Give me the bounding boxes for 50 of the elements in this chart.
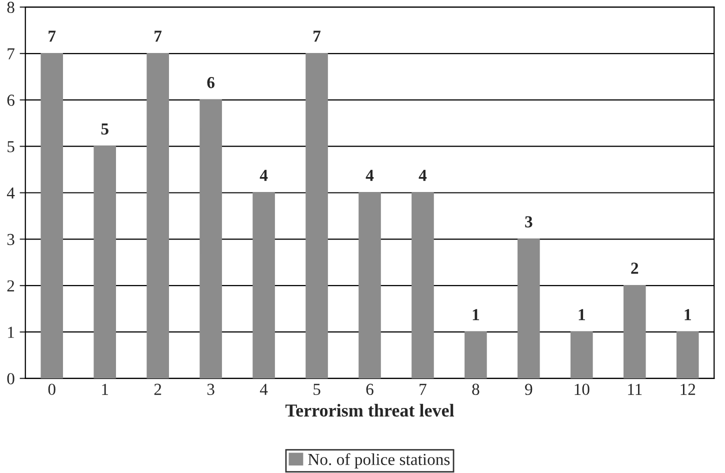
data-label: 7 <box>154 30 162 42</box>
bar <box>252 192 275 378</box>
data-label: 4 <box>418 170 427 181</box>
x-tick-label: 3 <box>207 384 214 395</box>
bar <box>412 192 434 378</box>
bar <box>518 238 540 378</box>
x-axis-title: Terrorism threat level <box>285 404 454 417</box>
y-tick-label: 8 <box>7 2 14 14</box>
y-tick-label: 5 <box>8 141 14 152</box>
bar <box>358 192 381 378</box>
data-label: 6 <box>207 77 214 88</box>
legend-label: No. of police stations <box>308 453 450 468</box>
y-tick-label: 0 <box>7 373 14 384</box>
bar <box>306 52 328 378</box>
x-tick-label: 8 <box>472 384 480 395</box>
x-tick-label: 11 <box>628 384 642 395</box>
x-tick-label: 7 <box>420 384 426 395</box>
y-tick-label: 3 <box>7 234 14 246</box>
bar <box>676 331 699 378</box>
y-tick-label: 1 <box>8 326 14 338</box>
data-label: 2 <box>631 262 638 274</box>
data-label: 4 <box>366 170 374 181</box>
x-tick-label: 4 <box>260 384 268 395</box>
y-tick-label: 4 <box>6 188 15 199</box>
x-tick-label: 1 <box>102 384 108 395</box>
bar <box>570 331 593 378</box>
x-tick-label: 5 <box>314 384 320 395</box>
data-label: 7 <box>48 30 56 42</box>
y-tick-label: 6 <box>7 94 14 106</box>
data-label: 1 <box>684 309 691 320</box>
data-label: 1 <box>472 309 480 320</box>
bar <box>146 52 169 378</box>
x-tick-label: 9 <box>525 384 532 395</box>
data-label: 4 <box>260 170 268 181</box>
y-tick-label: 2 <box>7 280 14 292</box>
bar <box>40 52 64 378</box>
data-label: 5 <box>101 124 108 135</box>
data-label: 7 <box>314 30 321 42</box>
bar <box>94 146 116 378</box>
x-tick-label: 0 <box>48 384 56 395</box>
x-tick-label: 10 <box>574 384 590 395</box>
y-tick-label: 7 <box>8 48 14 60</box>
data-label: 3 <box>525 216 532 228</box>
x-tick-label: 2 <box>154 384 162 395</box>
bar <box>624 285 646 378</box>
bar <box>200 99 222 378</box>
data-label: 1 <box>578 309 585 320</box>
x-tick-label: 12 <box>680 384 696 395</box>
x-tick-label: 6 <box>366 384 374 395</box>
bar <box>464 331 487 378</box>
